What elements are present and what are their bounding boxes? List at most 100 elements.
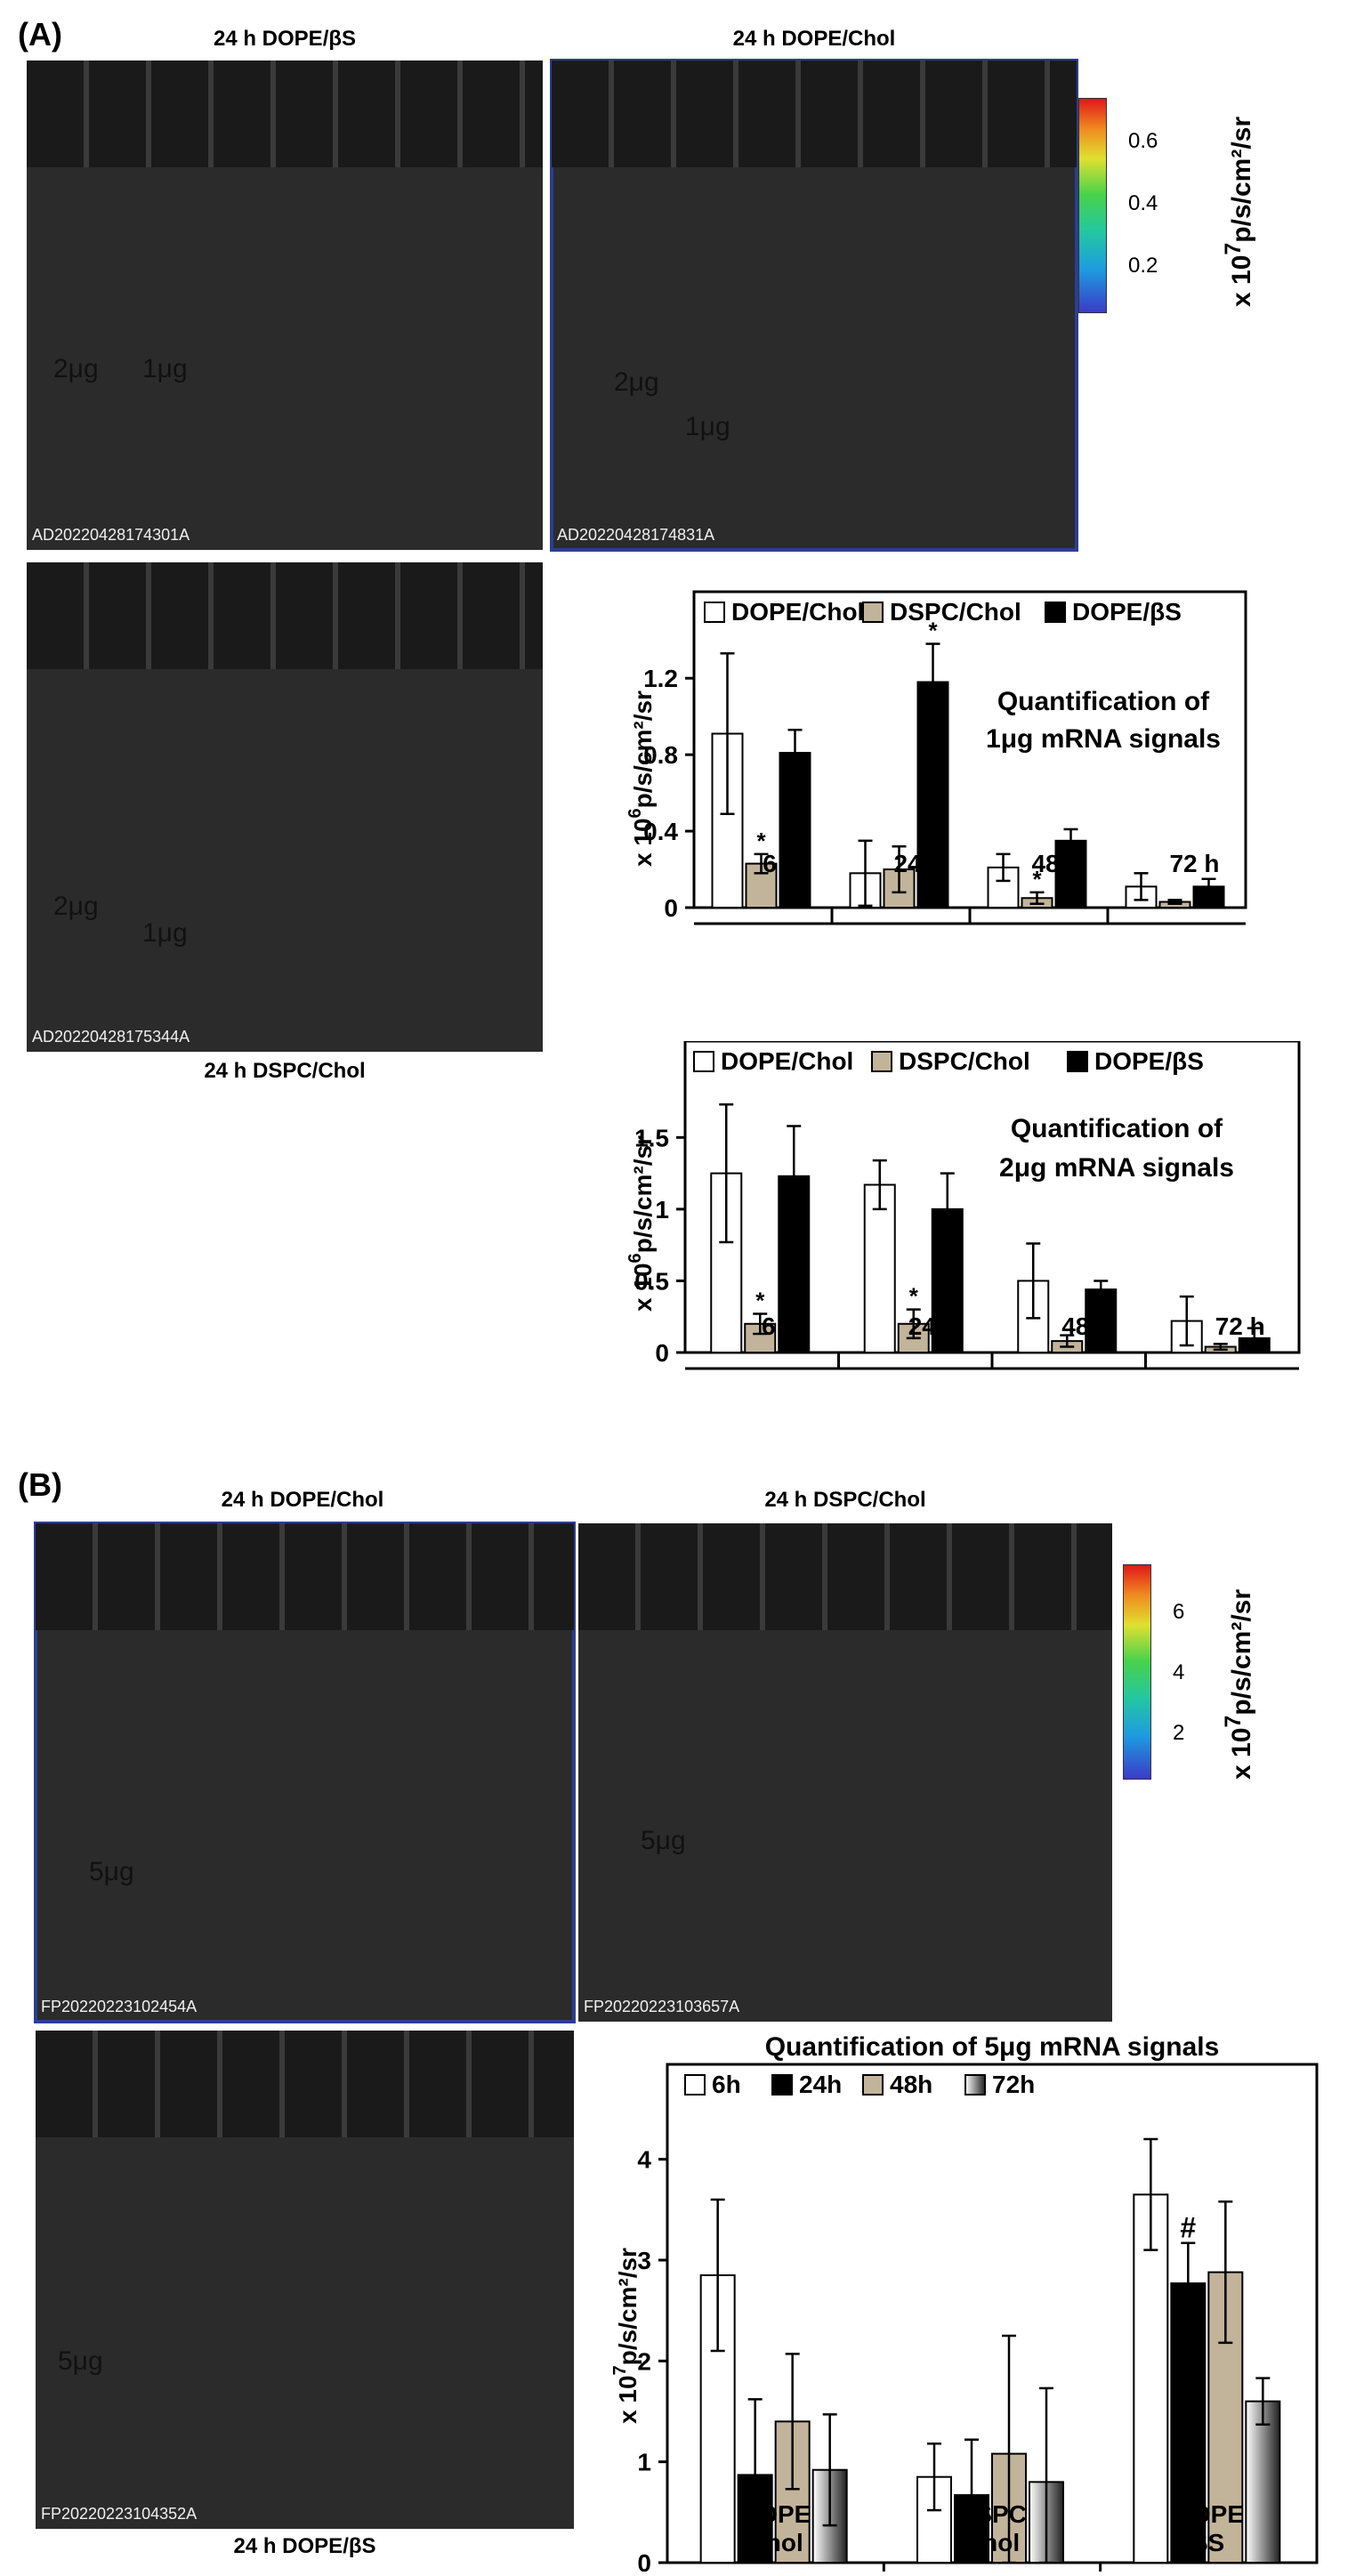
cage-rail [36, 2031, 574, 2137]
legend-label: 72h [992, 2071, 1035, 2098]
legend-label: DOPE/Chol [731, 598, 864, 626]
dose-label: 5μg [89, 1857, 134, 1886]
colorbar-a [1078, 98, 1107, 313]
chart-title: 2μg mRNA signals [999, 1153, 1234, 1183]
x-tick-label: DOPE [740, 2500, 811, 2528]
bar [745, 862, 778, 908]
colorbar-b-tick: 2 [1173, 1721, 1185, 1745]
y-axis-label: x 106p/s/cm²/sr [625, 690, 657, 867]
photo-b2: 5μg FP20220223103657A [578, 1523, 1112, 2022]
y-tick-label: 0.5 [634, 1267, 669, 1295]
y-axis-label: x 107p/s/cm²/sr [610, 2248, 642, 2424]
image-id: FP20220223102454A [41, 1998, 198, 2015]
colorbar-b-unit: x 107p/s/cm²/sr [1221, 1588, 1256, 1780]
legend-swatch [1045, 602, 1066, 623]
significance-mark: * [755, 1288, 765, 1314]
legend-label: DOPE/βS [1094, 1047, 1204, 1075]
dose-label: 1μg [685, 412, 730, 441]
chart-1ug: 0 0.4 0.8 1.2x 106p/s/cm²/sr Quantification … [625, 590, 1247, 925]
image-id: AD20220428175344A [32, 1028, 190, 1046]
legend-label: 24h [799, 2071, 842, 2098]
significance-mark: * [928, 618, 938, 644]
panel-b-label: (B) [18, 1466, 62, 1503]
bar [711, 732, 744, 908]
colorbar-a-tick: 0.2 [1128, 254, 1158, 278]
legend-label: 6h [712, 2071, 741, 2098]
legend-swatch [871, 1051, 892, 1072]
photo-b1: 5μg FP20220223102454A [34, 1522, 576, 2023]
y-tick-label: 0 [655, 1339, 669, 1367]
legend-swatch [693, 1051, 714, 1072]
y-tick-label: 0 [664, 894, 678, 922]
photo-a2: 2μg 1μg AD20220428174831A [550, 59, 1078, 552]
image-id: AD20220428174301A [32, 526, 190, 544]
y-tick-label: 0 [637, 2549, 651, 2572]
bar [779, 752, 811, 908]
cage-rail [27, 562, 543, 669]
legend-label: DOPE/βS [1072, 598, 1182, 626]
photo-b2-caption: 24 h DSPC/Chol [764, 1488, 926, 1512]
panel-a-label: (A) [18, 16, 62, 52]
photo-a1: 2μg 1μg AD20220428174301A [27, 61, 543, 550]
legend-swatch [684, 2074, 706, 2096]
legend-swatch [964, 2074, 986, 2096]
chart-title: Quantification of [997, 687, 1210, 716]
y-tick-label: 1 [655, 1196, 669, 1223]
legend-swatch [771, 2074, 793, 2096]
legend-label: DSPC/Chol [899, 1047, 1030, 1075]
legend-swatch [704, 602, 725, 623]
dose-label: 1μg [142, 918, 188, 948]
dose-label: 5μg [58, 2346, 103, 2376]
bar [1170, 2282, 1207, 2564]
significance-mark: # [1180, 2212, 1196, 2244]
x-tick-label: 24 h [908, 1312, 958, 1340]
photo-b1-caption: 24 h DOPE/Chol [221, 1488, 384, 1512]
dose-label: 2μg [614, 367, 659, 397]
chart-2ug: 0 0.5 1 1.5x 106p/s/cm²/sr Quantification of… [625, 1041, 1301, 1370]
x-tick-label: 72 h [1215, 1312, 1265, 1340]
legend-label: 48h [890, 2071, 932, 2098]
photo-a3: 2μg 1μg AD20220428175344A [27, 562, 543, 1052]
legend-swatch [862, 2074, 884, 2096]
x-tick-label: DSPC [957, 2500, 1027, 2528]
significance-mark: * [756, 828, 766, 854]
legend-swatch [1067, 1051, 1088, 1072]
legend-label: DSPC/Chol [890, 598, 1021, 626]
plot-frame [683, 1041, 1301, 1354]
bar [1245, 2400, 1281, 2564]
legend-swatch [862, 602, 884, 623]
photo-b3-caption: 24 h DOPE/βS [233, 2534, 376, 2558]
y-tick-label: 1 [637, 2449, 651, 2476]
x-tick-label: Chol [748, 2529, 803, 2556]
x-tick-label: 72 h [1169, 850, 1219, 877]
x-tick-label: 6 h [763, 850, 798, 877]
legend-label: DOPE/Chol [721, 1047, 853, 1075]
x-tick-label: 48 h [1061, 1312, 1111, 1340]
y-tick-label: 0.4 [643, 818, 678, 845]
y-tick-label: 2 [637, 2347, 651, 2375]
colorbar-b-tick: 6 [1173, 1600, 1185, 1624]
bar [863, 1183, 896, 1353]
colorbar-b-tick: 4 [1173, 1660, 1185, 1684]
cage-rail [27, 61, 543, 167]
dose-label: 2μg [53, 354, 99, 384]
image-id: FP20220223103657A [584, 1998, 740, 2015]
y-tick-label: 4 [637, 2146, 651, 2174]
chart-title: 1μg mRNA signals [986, 724, 1221, 754]
dose-label: 5μg [641, 1826, 686, 1855]
y-axis-label: x 106p/s/cm²/sr [625, 1135, 657, 1312]
colorbar-a-tick: 0.6 [1128, 129, 1158, 153]
image-id: FP20220223104352A [41, 2505, 198, 2523]
dose-label: 1μg [142, 354, 188, 384]
x-tick-label: DOPE [1174, 2500, 1244, 2528]
image-id: AD20220428174831A [557, 526, 715, 544]
y-tick-label: 0.8 [643, 741, 678, 769]
photo-a2-caption: 24 h DOPE/Chol [732, 27, 896, 51]
chart-title: Quantification of 5μg mRNA signals [765, 2032, 1220, 2062]
x-tick-label: 24 h [893, 850, 943, 877]
photo-b3: 5μg FP20220223104352A [36, 2031, 574, 2529]
colorbar-b [1123, 1564, 1151, 1780]
y-tick-label: 3 [637, 2247, 651, 2274]
x-tick-label: Chol [964, 2529, 1020, 2556]
cage-rail [552, 61, 1077, 167]
